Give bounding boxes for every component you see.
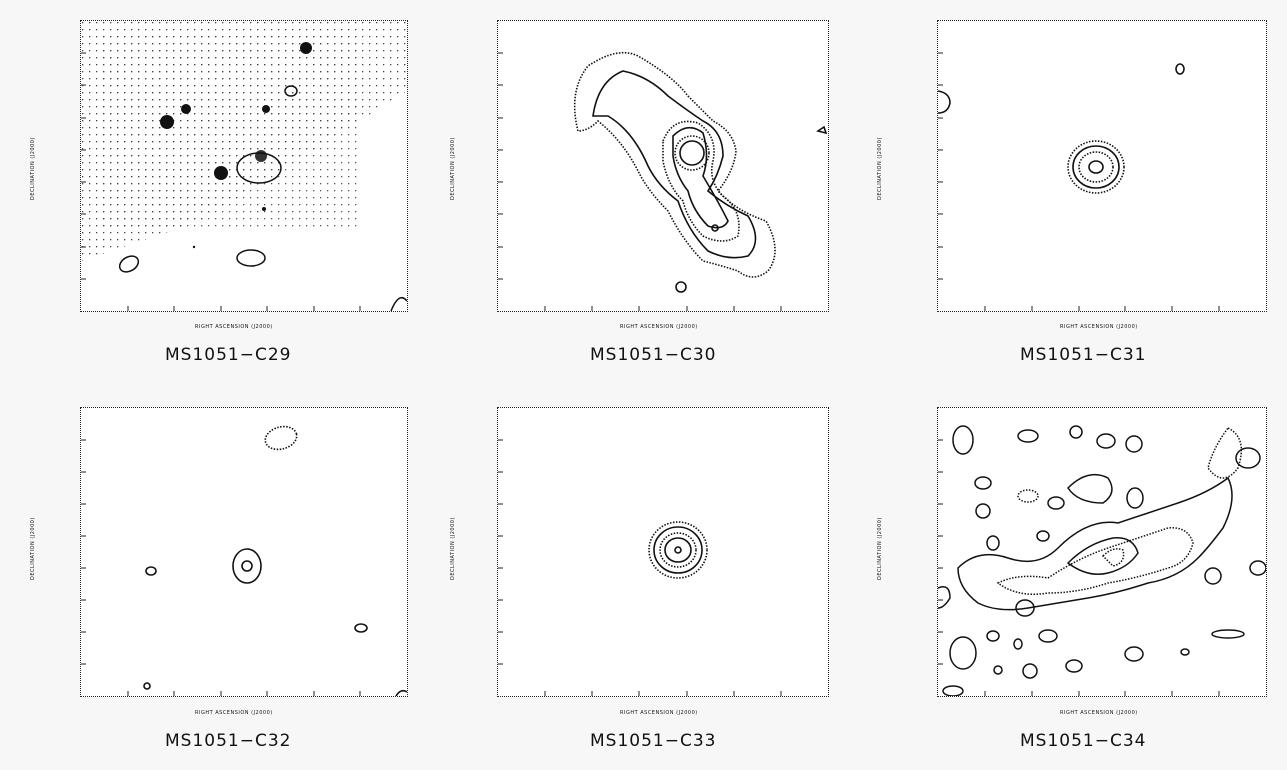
axis-ticks — [938, 52, 1220, 311]
contour-plot — [497, 20, 829, 312]
contour-map — [938, 425, 1266, 696]
contour-map — [81, 425, 407, 696]
panel-caption: MS1051−C29 — [165, 345, 292, 365]
y-axis-label: DECLINATION (J2000) — [30, 517, 36, 580]
panel-caption: MS1051−C30 — [590, 345, 717, 365]
panel-caption: MS1051−C31 — [1020, 345, 1147, 365]
y-axis-label: DECLINATION (J2000) — [877, 137, 883, 200]
x-axis-label: RIGHT ASCENSION (J2000) — [1060, 710, 1138, 716]
panel-caption: MS1051−C32 — [165, 731, 292, 751]
axis-ticks — [81, 439, 361, 696]
y-axis-label: DECLINATION (J2000) — [30, 137, 36, 200]
y-axis-label: DECLINATION (J2000) — [877, 517, 883, 580]
x-axis-label: RIGHT ASCENSION (J2000) — [195, 324, 273, 330]
contour-plot — [80, 407, 408, 697]
contour-map — [938, 52, 1220, 311]
contour-plot — [80, 20, 408, 312]
x-axis-label: RIGHT ASCENSION (J2000) — [620, 710, 698, 716]
contour-map — [81, 21, 407, 311]
contour-plot — [497, 407, 829, 697]
axis-ticks — [81, 52, 361, 311]
contours — [573, 51, 828, 293]
contour-map — [498, 51, 828, 311]
contours — [143, 425, 407, 696]
panel-caption: MS1051−C33 — [590, 731, 717, 751]
contour-plot — [937, 20, 1267, 312]
contours — [938, 425, 1266, 696]
x-axis-label: RIGHT ASCENSION (J2000) — [1060, 324, 1138, 330]
contour-map — [498, 439, 782, 696]
x-axis-label: RIGHT ASCENSION (J2000) — [620, 324, 698, 330]
y-axis-label: DECLINATION (J2000) — [450, 517, 456, 580]
panel-caption: MS1051−C34 — [1020, 731, 1147, 751]
x-axis-label: RIGHT ASCENSION (J2000) — [195, 710, 273, 716]
axis-ticks — [498, 52, 782, 311]
axis-ticks — [938, 439, 1220, 696]
y-axis-label: DECLINATION (J2000) — [450, 137, 456, 200]
axis-ticks — [498, 439, 782, 696]
contours — [938, 63, 1185, 194]
contours — [118, 85, 407, 311]
contour-plot — [937, 407, 1267, 697]
contours — [648, 521, 708, 579]
bright-sources — [160, 42, 312, 180]
